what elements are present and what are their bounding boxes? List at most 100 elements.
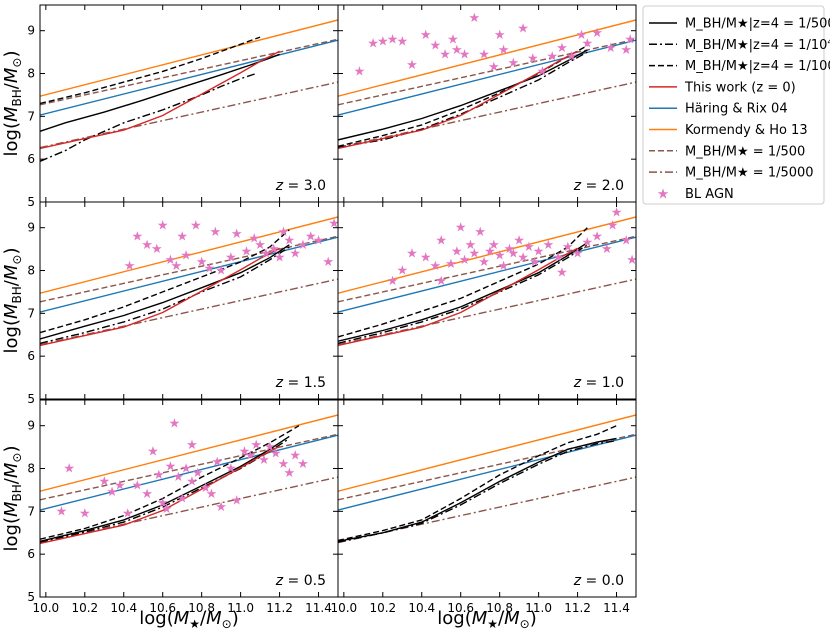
agn-point: ★ — [141, 487, 153, 502]
agn-point: ★ — [250, 438, 262, 453]
agn-point: ★ — [439, 47, 451, 62]
ref-line-kormendy-ho13 — [40, 216, 338, 294]
agn-point: ★ — [258, 453, 270, 468]
agn-point: ★ — [459, 253, 471, 268]
series-z4-1-1e4 — [338, 244, 588, 344]
agn-point: ★ — [581, 236, 593, 251]
x-tick-label: 11.2 — [564, 601, 591, 615]
agn-point: ★ — [305, 229, 317, 244]
agn-point: ★ — [430, 259, 442, 274]
agn-point: ★ — [488, 238, 500, 253]
series-z4-1-1e4 — [338, 440, 617, 543]
agn-point: ★ — [527, 52, 539, 67]
x-tick-label: 10.2 — [71, 601, 98, 615]
x-tick-label: 11.0 — [525, 601, 552, 615]
legend-label: BL AGN — [685, 187, 734, 202]
series-z4-1-500 — [40, 435, 290, 542]
agn-point: ★ — [430, 39, 442, 54]
agn-point: ★ — [132, 479, 144, 494]
agn-point: ★ — [225, 251, 237, 266]
agn-point: ★ — [264, 440, 276, 455]
series-z4-1-1e4 — [338, 51, 588, 148]
series-z4-1-500 — [40, 244, 290, 340]
agn-point: ★ — [161, 502, 173, 517]
agn-point: ★ — [274, 251, 286, 266]
agn-point: ★ — [620, 234, 632, 249]
legend-label: M_BH/M★|z=4 = 1/500 — [685, 17, 830, 32]
series-z4-1-1e4 — [40, 72, 257, 162]
series-z4-1-100 — [338, 425, 617, 542]
agn-point: ★ — [484, 244, 496, 259]
agn-point: ★ — [420, 28, 432, 43]
agn-point: ★ — [459, 47, 471, 62]
agn-point: ★ — [124, 259, 136, 274]
agn-point: ★ — [572, 246, 584, 261]
agn-point: ★ — [114, 479, 126, 494]
series-this-work — [40, 247, 280, 347]
agn-point: ★ — [517, 251, 529, 266]
legend-marker: ★ — [657, 186, 670, 202]
y-tick-label: 7 — [27, 109, 35, 123]
agn-point: ★ — [455, 221, 467, 236]
agn-point: ★ — [157, 496, 169, 511]
agn-point: ★ — [141, 238, 153, 253]
x-tick-label: 10.2 — [369, 601, 396, 615]
panel-0.5: ★★★★★★★★★★★★★★★★★★★★★★★★★★★★★★★★★★★★★567… — [27, 399, 339, 615]
ref-line-haring-rix04 — [338, 236, 636, 313]
agn-point: ★ — [209, 225, 221, 240]
ref-line-haring-rix04 — [338, 434, 636, 511]
y-axis-label: log(MBH/M⊙) — [1, 248, 24, 354]
legend-label: This work (z = 0) — [684, 80, 796, 95]
ref-line-haring-rix04 — [40, 39, 338, 116]
agn-point: ★ — [504, 242, 516, 257]
agn-point: ★ — [626, 253, 638, 268]
y-tick-label: 5 — [27, 590, 35, 604]
agn-point: ★ — [498, 43, 510, 58]
agn-point: ★ — [248, 231, 260, 246]
panel-0.0: 10.0 10.2 10.4 10.6 10.8 11.0 11.2 11.4 z = 0.0 — [330, 399, 637, 615]
agn-point: ★ — [566, 49, 578, 64]
agn-point: ★ — [200, 481, 212, 496]
redshift-label: z = 0.0 — [573, 573, 624, 589]
series-z4-1-500 — [338, 49, 588, 141]
y-tick-label: 8 — [27, 264, 35, 278]
y-tick-label: 6 — [27, 152, 35, 166]
agn-point: ★ — [278, 457, 290, 472]
agn-point: ★ — [517, 22, 529, 37]
agn-point: ★ — [474, 225, 486, 240]
agn-point: ★ — [624, 32, 636, 47]
agn-point: ★ — [289, 246, 301, 261]
y-tick-label: 7 — [27, 504, 35, 518]
redshift-label: z = 0.5 — [275, 573, 326, 589]
agn-point: ★ — [172, 470, 184, 485]
x-tick-label: 10.6 — [447, 601, 474, 615]
agn-point: ★ — [576, 28, 588, 43]
agn-point: ★ — [543, 238, 555, 253]
series-this-work — [338, 247, 578, 347]
agn-point: ★ — [556, 41, 568, 56]
agn-point: ★ — [478, 47, 490, 62]
series-z4-1-100 — [40, 36, 261, 105]
agn-point: ★ — [215, 264, 227, 279]
agn-point: ★ — [147, 444, 159, 459]
agn-point: ★ — [591, 229, 603, 244]
agn-point: ★ — [176, 492, 188, 507]
agn-point: ★ — [260, 246, 272, 261]
series-z4-1-100 — [338, 227, 588, 338]
legend: M_BH/M★|z=4 = 1/500 M_BH/M★|z=4 = 1/10⁴ M_… — [642, 5, 830, 205]
agn-point: ★ — [297, 457, 309, 472]
agn-point: ★ — [552, 251, 564, 266]
agn-point: ★ — [447, 32, 459, 47]
agn-point: ★ — [176, 229, 188, 244]
agn-point: ★ — [507, 56, 519, 71]
y-tick-label: 5 — [27, 392, 35, 406]
agn-point: ★ — [241, 244, 253, 259]
redshift-label: z = 1.5 — [275, 375, 326, 391]
agn-point: ★ — [620, 43, 632, 58]
ref-line-ratio-1-5000 — [40, 278, 338, 346]
redshift-label: z = 1.0 — [573, 375, 624, 391]
series-this-work — [40, 445, 280, 545]
y-tick-label: 8 — [27, 67, 35, 81]
agn-point: ★ — [313, 234, 325, 249]
